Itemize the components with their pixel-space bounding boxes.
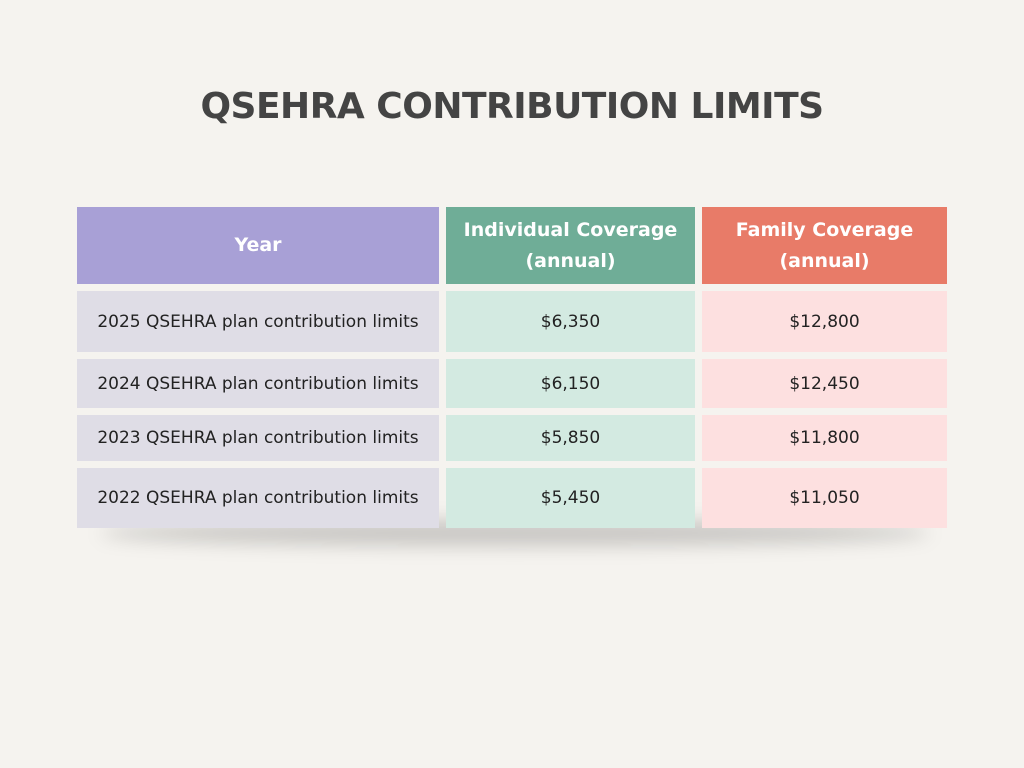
row-label-text: 2024 QSEHRA plan contribution limits bbox=[97, 373, 419, 394]
table-cell-individual: $5,450 bbox=[446, 468, 695, 528]
table-row-label: 2024 QSEHRA plan contribution limits bbox=[77, 359, 439, 408]
row-label-text: 2023 QSEHRA plan contribution limits bbox=[97, 428, 419, 448]
individual-value: $6,150 bbox=[540, 373, 601, 394]
table-row-label: 2022 QSEHRA plan contribution limits bbox=[77, 468, 439, 528]
individual-value: $5,850 bbox=[540, 428, 601, 448]
row-label-text: 2025 QSEHRA plan contribution limits bbox=[97, 311, 419, 332]
row-label-text: 2022 QSEHRA plan contribution limits bbox=[97, 488, 419, 508]
family-value: $12,800 bbox=[789, 311, 860, 332]
header-year: Year bbox=[77, 207, 439, 284]
header-individual-line1: Individual Coverage bbox=[463, 218, 678, 241]
header-family-line1: Family Coverage bbox=[735, 218, 914, 241]
header-year-label: Year bbox=[234, 234, 282, 256]
table-cell-family: $12,450 bbox=[702, 359, 947, 408]
family-value: $11,800 bbox=[789, 428, 860, 448]
table-cell-individual: $6,350 bbox=[446, 291, 695, 352]
header-family-coverage: Family Coverage (annual) bbox=[702, 207, 947, 284]
header-family-line2: (annual) bbox=[779, 249, 870, 272]
table-cell-individual: $5,850 bbox=[446, 415, 695, 461]
family-value: $12,450 bbox=[789, 373, 860, 394]
page-title: QSEHRA CONTRIBUTION LIMITS bbox=[200, 86, 824, 127]
table-cell-individual: $6,150 bbox=[446, 359, 695, 408]
individual-value: $5,450 bbox=[540, 488, 601, 508]
individual-value: $6,350 bbox=[540, 311, 601, 332]
family-value: $11,050 bbox=[789, 488, 860, 508]
table-cell-family: $11,800 bbox=[702, 415, 947, 461]
header-individual-line2: (annual) bbox=[525, 249, 616, 272]
table-cell-family: $12,800 bbox=[702, 291, 947, 352]
table-cell-family: $11,050 bbox=[702, 468, 947, 528]
header-individual-coverage: Individual Coverage (annual) bbox=[446, 207, 695, 284]
table-row-label: 2023 QSEHRA plan contribution limits bbox=[77, 415, 439, 461]
table-row-label: 2025 QSEHRA plan contribution limits bbox=[77, 291, 439, 352]
